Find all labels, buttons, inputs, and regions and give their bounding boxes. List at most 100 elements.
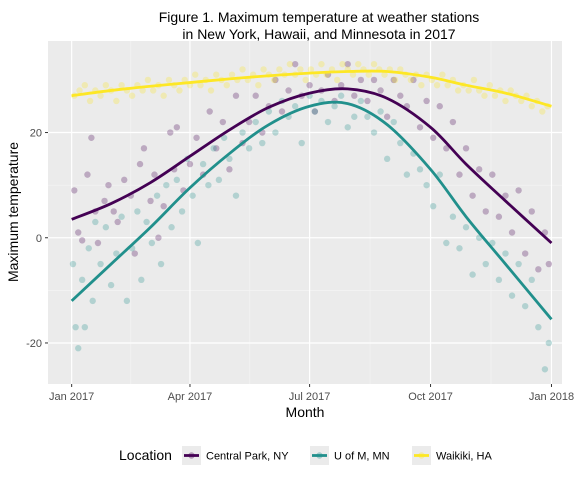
data-point-series-1 [546,340,552,346]
data-point-series-0 [137,161,143,167]
data-point-series-0 [463,145,469,151]
data-point-series-1 [272,129,278,135]
x-tick-label: Apr 2017 [168,391,213,403]
data-point-series-1 [92,219,98,225]
data-point-series-0 [469,192,475,198]
data-point-series-1 [299,140,305,146]
data-point-series-2 [224,82,230,88]
data-point-series-0 [515,187,521,193]
data-point-series-0 [253,93,259,99]
data-point-series-0 [160,203,166,209]
data-point-series-1 [515,261,521,267]
data-point-series-0 [483,208,489,214]
data-point-series-1 [239,129,245,135]
data-point-series-2 [529,103,535,109]
data-point-series-0 [233,93,239,99]
data-point-series-1 [82,324,88,330]
y-tick-label: 20 [30,128,42,140]
data-point-series-1 [338,93,344,99]
chart-title-line-1: Figure 1. Maximum temperature at weather… [159,9,480,25]
data-point-series-2 [439,71,445,77]
data-point-series-0 [71,187,77,193]
data-point-series-2 [287,61,293,67]
data-point-series-2 [444,82,450,88]
data-point-series-1 [364,114,370,120]
data-point-series-0 [285,87,291,93]
data-point-series-0 [226,166,232,172]
data-point-series-1 [210,145,216,151]
data-point-series-0 [75,229,81,235]
data-point-series-0 [155,235,161,241]
data-point-series-0 [437,103,443,109]
x-tick-label: Jul 2017 [289,391,331,403]
data-point-series-1 [529,277,535,283]
data-point-series-1 [179,208,185,214]
data-point-series-0 [358,77,364,83]
data-point-series-0 [220,119,226,125]
data-point-series-0 [377,87,383,93]
data-point-series-2 [334,77,340,83]
legend: Location Central Park, NY U of M, MN Waiki… [119,446,492,465]
data-point-series-1 [509,292,515,298]
data-point-series-0 [509,229,515,235]
data-point-series-1 [535,324,541,330]
data-point-series-0 [384,114,390,120]
data-point-series-2 [229,71,235,77]
data-point-series-2 [465,87,471,93]
data-point-series-1 [72,324,78,330]
data-point-series-1 [124,298,130,304]
data-point-series-0 [371,77,377,83]
data-point-series-0 [105,182,111,188]
x-axis-title: Month [286,404,325,420]
data-point-series-1 [75,345,81,351]
data-point-series-1 [200,161,206,167]
data-point-series-0 [111,208,117,214]
x-tick-label: Jan 2018 [529,391,574,403]
data-point-series-1 [450,214,456,220]
data-point-series-1 [483,261,489,267]
legend-label: Waikiki, HA [436,451,492,463]
data-point-series-0 [456,171,462,177]
data-point-series-2 [150,87,156,93]
data-point-series-0 [535,266,541,272]
data-point-series-1 [246,145,252,151]
legend-key-point [418,452,424,458]
data-point-series-2 [118,82,124,88]
data-point-series-1 [174,177,180,183]
data-point-series-1 [97,261,103,267]
data-point-series-2 [260,66,266,72]
data-point-series-1 [216,177,222,183]
legend-key-point [188,452,194,458]
data-point-series-0 [397,93,403,99]
data-point-series-1 [143,219,149,225]
data-point-series-1 [108,282,114,288]
data-point-series-1 [522,303,528,309]
data-point-series-2 [76,87,82,93]
data-point-series-1 [118,214,124,220]
data-point-series-2 [355,61,361,67]
data-point-series-2 [418,82,424,88]
data-point-series-2 [176,87,182,93]
data-point-series-2 [129,93,135,99]
data-point-series-1 [384,156,390,162]
data-point-series-0 [306,82,312,88]
data-point-series-1 [168,224,174,230]
y-axis-title: Maximum temperature [5,142,21,282]
data-point-series-1 [205,182,211,188]
data-point-series-1 [195,240,201,246]
data-point-series-0 [167,129,173,135]
data-point-series-2 [486,82,492,88]
data-point-series-1 [79,277,85,283]
x-tick-label: Oct 2017 [408,391,453,403]
data-point-series-2 [408,77,414,83]
data-point-series-2 [339,61,345,67]
data-point-series-1 [89,298,95,304]
data-point-series-0 [174,124,180,130]
data-point-series-1 [417,166,423,172]
chart-title-line-2: in New York, Hawaii, and Minnesota in 20… [182,26,455,42]
data-point-series-0 [546,261,552,267]
x-tick-label: Jan 2017 [49,391,94,403]
legend-items: Central Park, NY U of M, MN Waikiki, HA [182,446,492,465]
data-point-series-0 [151,171,157,177]
